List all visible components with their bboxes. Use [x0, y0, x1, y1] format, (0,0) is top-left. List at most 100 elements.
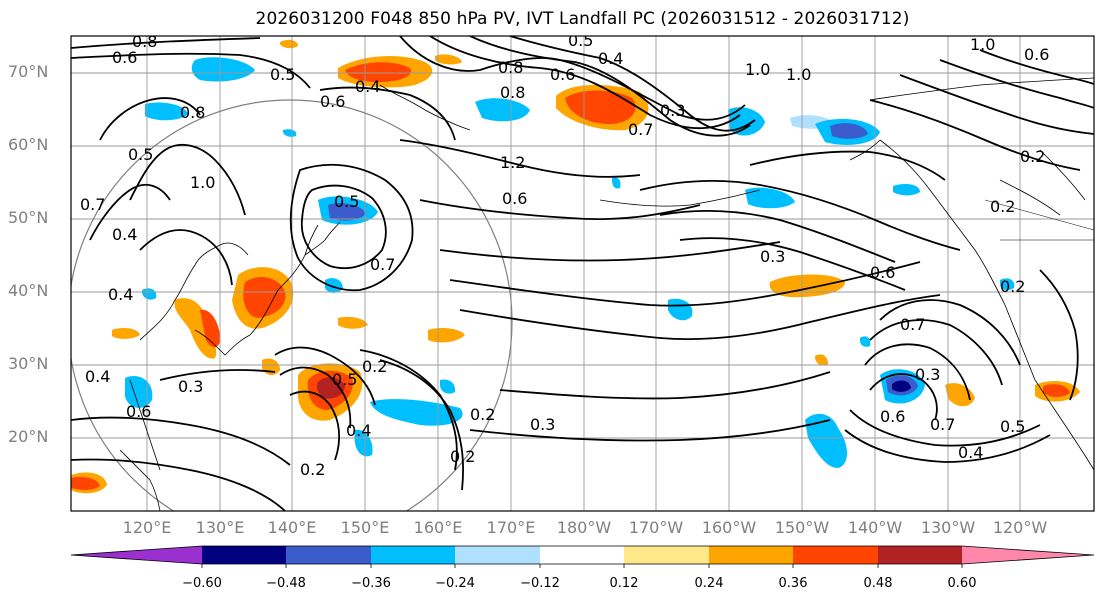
lon-label: 170°E — [486, 518, 536, 537]
contour-label: 0.2 — [1000, 277, 1025, 296]
lat-label: 60°N — [8, 135, 49, 154]
anomaly-darkred-south-japan — [316, 377, 345, 399]
anomaly-blue-mid-1 — [668, 298, 693, 321]
lon-label: 140°W — [847, 518, 903, 537]
anomaly-navy-baja-cutoff — [892, 380, 911, 392]
anomaly-darkblue-sea-of-japan — [328, 203, 366, 221]
anomaly-blue-sw-pacific — [125, 376, 153, 408]
contour-label: 0.2 — [1020, 147, 1045, 166]
contour-label: 0.5 — [568, 31, 593, 50]
lat-label: 50°N — [8, 208, 49, 227]
colorbar-tick-label: −0.12 — [520, 576, 560, 591]
colorbar-tick-label: −0.24 — [435, 576, 475, 591]
contour-label: 1.0 — [190, 173, 215, 192]
anomaly-orange-small-2 — [428, 327, 465, 343]
anomaly-blue-hawaii-north — [805, 413, 847, 468]
contour-labels: 0.8 0.6 0.5 0.6 0.4 0.8 0.5 0.8 0.6 0.4 … — [80, 31, 1049, 479]
map-title: 2026031200 F048 850 hPa PV, IVT Landfall… — [255, 9, 910, 29]
contour-label: 0.4 — [355, 77, 380, 96]
contour-label: 0.8 — [498, 58, 523, 77]
contour-label: 0.3 — [760, 247, 785, 266]
anomaly-orange-small-3 — [338, 316, 368, 329]
contour-label: 0.6 — [112, 48, 137, 67]
lon-label: 130°W — [920, 518, 976, 537]
anomaly-red-japan — [243, 277, 286, 318]
colorbar-band — [371, 546, 455, 564]
colorbar-tick-label: 0.36 — [778, 576, 808, 591]
anomaly-blue-tiny-5 — [612, 177, 621, 189]
contour-label: 1.0 — [745, 60, 770, 79]
contour-label: 0.6 — [870, 263, 895, 282]
lon-label: 120°W — [992, 518, 1048, 537]
pv-contours — [71, 36, 1094, 511]
anomaly-red-alaska-top — [345, 62, 411, 82]
region-circle — [71, 99, 513, 511]
colorbar-tick-label: 0.60 — [947, 576, 977, 591]
contour-label: 0.2 — [300, 460, 325, 479]
contour-label: 0.4 — [112, 225, 137, 244]
lon-label: 150°E — [340, 518, 390, 537]
anomaly-blue-tiny-4 — [283, 129, 297, 137]
contour-label: 0.5 — [128, 145, 153, 164]
anomaly-red-korea — [200, 309, 221, 348]
contour-label: 0.5 — [270, 65, 295, 84]
lon-label: 160°W — [701, 518, 757, 537]
contour-label: 0.8 — [132, 32, 157, 51]
lon-label: 140°E — [267, 518, 317, 537]
colorbar-band — [709, 546, 793, 564]
contour-label: 0.3 — [178, 377, 203, 396]
contour-label: 0.5 — [332, 370, 357, 389]
contour-label: 0.6 — [126, 402, 151, 421]
contour-label: 0.4 — [108, 285, 133, 304]
colorbar-band — [202, 546, 286, 564]
contour-label: 0.2 — [362, 357, 387, 376]
contour-label: 0.6 — [320, 92, 345, 111]
anomaly-blue-okhotsk — [145, 102, 188, 121]
lon-label: 120°E — [122, 518, 172, 537]
contour-label: 1.0 — [970, 35, 995, 54]
anomaly-orange-tiny-5 — [280, 39, 298, 49]
contour-label: 0.2 — [990, 197, 1015, 216]
colorbar-extend-high — [962, 546, 1094, 564]
contour-label: 0.7 — [900, 315, 925, 334]
contour-label: 0.8 — [500, 83, 525, 102]
contour-label: 0.5 — [1000, 417, 1025, 436]
anomaly-orange-tiny-7 — [815, 354, 828, 366]
colorbar-tick-label: −0.60 — [182, 576, 222, 591]
colorbar-band — [793, 546, 878, 564]
colorbar-extend-low — [71, 546, 202, 564]
lat-label: 20°N — [8, 427, 49, 446]
lon-label: 130°E — [195, 518, 245, 537]
contour-label: 1.0 — [786, 65, 811, 84]
anomaly-orange-korea — [174, 298, 217, 359]
contour-label: 0.4 — [598, 49, 623, 68]
colorbar-band — [624, 546, 709, 564]
anomaly-red-bering — [565, 90, 636, 124]
contour-label: 0.2 — [470, 405, 495, 424]
coastlines — [119, 77, 1094, 511]
anomaly-blue-mexico — [1000, 278, 1015, 291]
anomaly-red-southwest — [71, 476, 100, 490]
contour-label: 0.6 — [550, 65, 575, 84]
lat-label: 70°N — [8, 62, 49, 81]
contour-label: 0.2 — [450, 447, 475, 466]
lat-label: 40°N — [8, 281, 49, 300]
anomaly-blue-south-japan-1 — [370, 399, 463, 426]
anomaly-blue-north-pacific-1 — [475, 98, 530, 122]
anomaly-orange-tiny-6 — [435, 54, 462, 65]
contour-label: 0.3 — [660, 101, 685, 120]
lon-label: 160°E — [413, 518, 463, 537]
colorbar-tick-label: 0.12 — [609, 576, 639, 591]
colorbar — [70, 545, 1095, 568]
colorbar-band — [286, 546, 371, 564]
contour-label: 0.7 — [930, 415, 955, 434]
contour-label: 0.7 — [370, 255, 395, 274]
colorbar-tick-label: 0.48 — [863, 576, 893, 591]
anomaly-blue-tiny-2 — [860, 336, 871, 347]
graticule — [71, 36, 1094, 511]
anomaly-blue-bc — [893, 184, 920, 196]
colorbar-tick-label: 0.24 — [694, 576, 724, 591]
colorbar-tick-label: −0.36 — [351, 576, 391, 591]
colorbar-tick-label: −0.48 — [266, 576, 306, 591]
contour-label: 0.4 — [85, 367, 110, 386]
